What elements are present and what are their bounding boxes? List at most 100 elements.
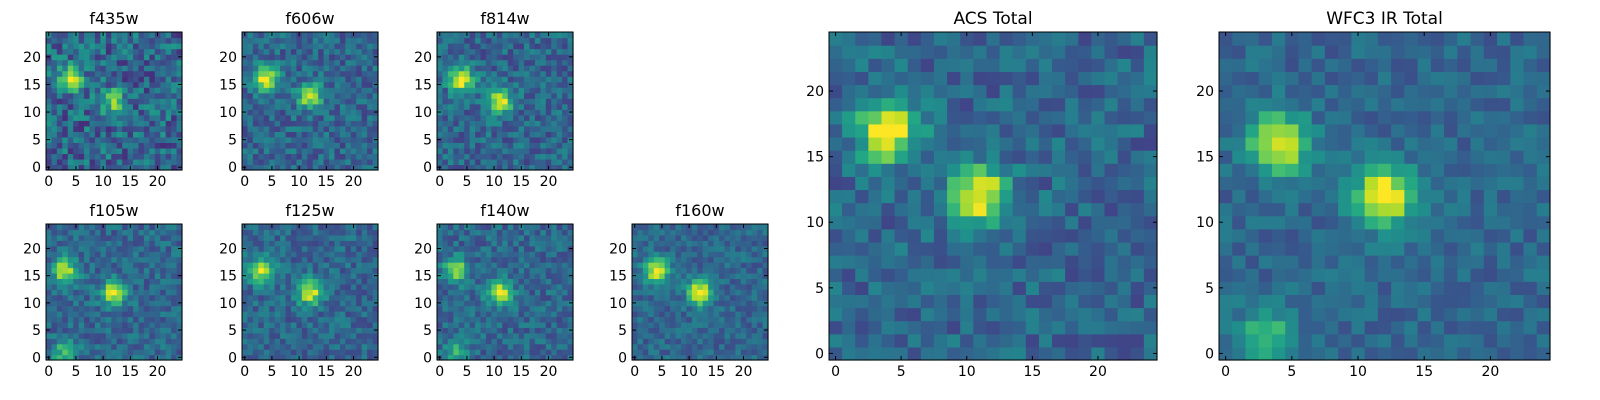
heatmap-cell	[263, 229, 270, 236]
heatmap-cell	[263, 32, 270, 39]
heatmap-cell	[437, 343, 444, 350]
heatmap-cell	[518, 114, 525, 121]
heatmap-cell	[1078, 307, 1092, 322]
heatmap-cell	[485, 316, 492, 323]
heatmap-cell	[78, 48, 85, 55]
heatmap-cell	[469, 278, 476, 285]
heatmap-cell	[356, 256, 363, 263]
heatmap-cell	[367, 43, 374, 50]
heatmap-cell	[697, 251, 704, 258]
heatmap-cell	[1091, 255, 1106, 269]
heatmap-cell	[307, 321, 314, 328]
heatmap-cell	[491, 54, 498, 61]
heatmap-cell	[480, 59, 487, 66]
heatmap-cell	[345, 131, 352, 138]
heatmap-cell	[464, 229, 471, 236]
heatmap-cell	[453, 240, 460, 247]
heatmap-cell	[659, 349, 666, 356]
heatmap-cell	[263, 300, 270, 307]
heatmap-cell	[122, 103, 129, 110]
heatmap-cell	[274, 48, 281, 55]
heatmap-cell	[1012, 307, 1027, 322]
heatmap-cell	[653, 332, 660, 339]
heatmap-cell	[567, 92, 574, 99]
y-tick-label: 20	[219, 241, 237, 257]
heatmap-cell	[464, 76, 471, 83]
heatmap-cell	[513, 136, 520, 143]
heatmap-cell	[67, 158, 74, 166]
heatmap-cell	[350, 316, 357, 323]
heatmap-cell	[491, 240, 498, 247]
heatmap-cell	[84, 48, 91, 55]
heatmap-cell	[458, 294, 465, 301]
heatmap-cell	[740, 245, 747, 252]
heatmap-cell	[301, 158, 308, 166]
heatmap-cell	[154, 327, 161, 334]
heatmap-cell	[447, 142, 454, 149]
heatmap-cell	[296, 240, 303, 247]
heatmap-cell	[496, 76, 503, 83]
heatmap-cell	[339, 240, 346, 247]
heatmap-cell	[154, 114, 161, 121]
heatmap-cell	[301, 98, 308, 105]
heatmap-cell	[702, 321, 709, 328]
heatmap-cell	[675, 349, 682, 356]
heatmap-cell	[855, 268, 869, 282]
heatmap-cell	[746, 262, 753, 269]
heatmap-cell	[62, 316, 69, 323]
heatmap-cell	[51, 81, 58, 88]
heatmap-cell	[280, 103, 287, 110]
heatmap-cell	[154, 70, 161, 77]
heatmap-cell	[84, 262, 91, 269]
heatmap-cell	[719, 349, 726, 356]
heatmap-cell	[529, 48, 536, 55]
heatmap-cell	[274, 87, 281, 94]
heatmap-cell	[442, 300, 449, 307]
heatmap-cell	[648, 245, 655, 252]
heatmap-cell	[458, 109, 465, 116]
heatmap-cell	[469, 87, 476, 94]
heatmap-cell	[442, 103, 449, 110]
heatmap-cell	[51, 136, 58, 143]
heatmap-cell	[247, 164, 254, 171]
heatmap-cell	[138, 327, 145, 334]
heatmap-cell	[258, 224, 265, 231]
heatmap-cell	[567, 65, 574, 72]
heatmap-cell	[171, 283, 178, 290]
heatmap-cell	[329, 311, 336, 318]
heatmap-cell	[280, 289, 287, 296]
y-tick-label: 10	[23, 105, 41, 121]
heatmap-cell	[518, 267, 525, 274]
heatmap-cell	[160, 37, 167, 44]
heatmap-cell	[496, 321, 503, 328]
heatmap-cell	[242, 103, 249, 110]
heatmap-cell	[933, 150, 948, 164]
heatmap-cell	[702, 294, 709, 301]
heatmap-cell	[842, 241, 856, 256]
heatmap-cell	[62, 81, 69, 88]
heatmap-cell	[1130, 268, 1145, 282]
heatmap-cell	[350, 37, 357, 44]
heatmap-cell	[269, 103, 276, 110]
heatmap-cell	[100, 289, 107, 296]
heatmap-cell	[73, 311, 80, 318]
heatmap-cell	[513, 103, 520, 110]
heatmap-cell	[56, 125, 63, 132]
heatmap-cell	[507, 343, 514, 350]
heatmap-cell	[1117, 255, 1132, 269]
heatmap-cell	[312, 278, 319, 285]
heatmap-cell	[247, 76, 254, 83]
heatmap-cell	[356, 278, 363, 285]
heatmap-cell	[653, 224, 660, 231]
heatmap-cell	[567, 262, 574, 269]
heatmap-cell	[367, 125, 374, 132]
heatmap-cell	[290, 114, 297, 121]
heatmap-cell	[729, 289, 736, 296]
heatmap-cell	[312, 109, 319, 116]
heatmap-cell	[868, 215, 883, 230]
heatmap-cell	[659, 272, 666, 279]
heatmap-cell	[372, 224, 379, 231]
heatmap-cell	[372, 349, 379, 356]
heatmap-cell	[562, 305, 569, 312]
heatmap-cell	[708, 289, 715, 296]
